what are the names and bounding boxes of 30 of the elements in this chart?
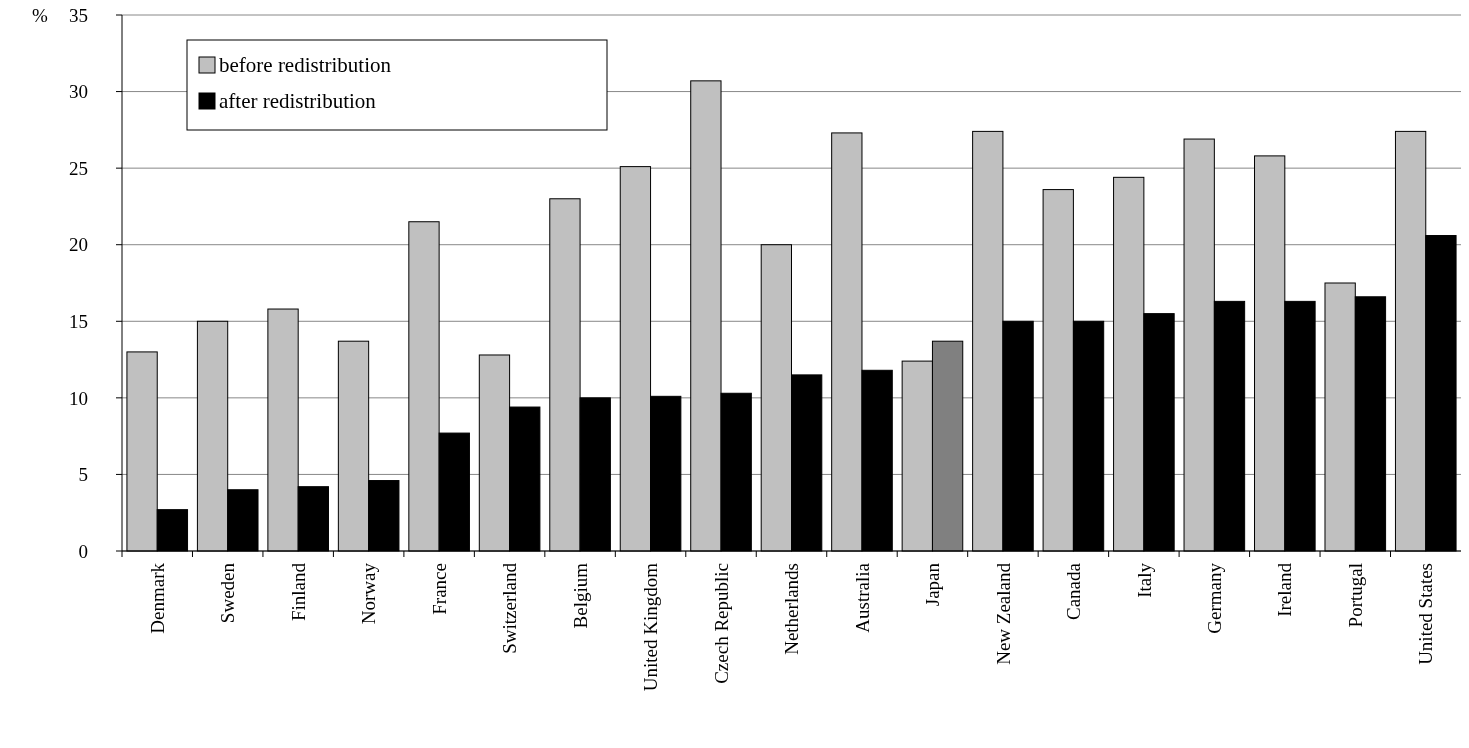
x-tick-label: New Zealand [992, 562, 1014, 665]
x-tick-label: Finland [287, 562, 309, 622]
y-axis-title: % [32, 4, 48, 26]
x-tick-label: Portugal [1344, 563, 1366, 628]
x-tick-label: Switzerland [499, 562, 521, 654]
y-tick-label: 10 [69, 387, 88, 409]
x-tick-label: Italy [1133, 562, 1155, 598]
x-tick-label: United Kingdom [640, 562, 662, 692]
x-tick-label: Germany [1203, 562, 1225, 634]
y-tick-label: 15 [69, 310, 88, 332]
y-tick-label: 25 [69, 157, 88, 179]
legend-label: after redistribution [219, 89, 377, 114]
x-tick-label: Australia [851, 562, 873, 633]
y-tick-label: 20 [69, 234, 88, 256]
x-tick-label: Canada [1063, 562, 1085, 620]
x-tick-label: Czech Republic [710, 563, 732, 684]
x-tick-label: Sweden [217, 562, 239, 624]
y-tick-label: 0 [78, 540, 88, 562]
x-tick-label: France [428, 563, 450, 615]
x-tick-label: Belgium [569, 562, 591, 629]
legend-label: before redistribution [219, 53, 392, 78]
y-tick-label: 30 [69, 81, 88, 103]
x-tick-label: Japan [922, 562, 944, 607]
x-tick-label: Norway [358, 562, 380, 625]
y-tick-label: 35 [69, 4, 88, 26]
x-tick-label: United States [1415, 563, 1437, 665]
y-tick-label: 5 [78, 464, 88, 486]
x-tick-label: Denmark [146, 562, 168, 634]
x-tick-label: Ireland [1274, 562, 1296, 617]
x-tick-label: Netherlands [781, 563, 803, 655]
